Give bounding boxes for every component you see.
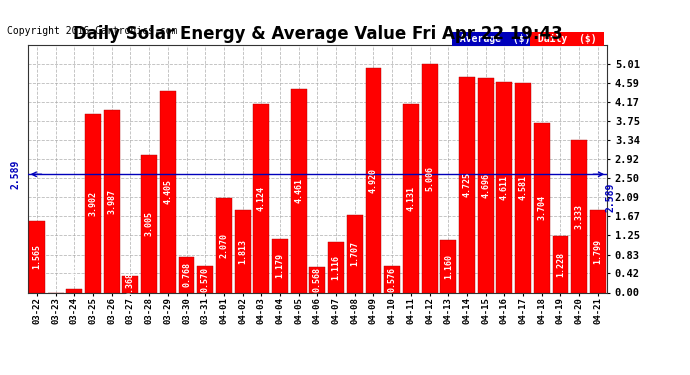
- Bar: [141, 155, 157, 292]
- Bar: [253, 104, 269, 292]
- Bar: [459, 77, 475, 292]
- Bar: [309, 267, 326, 292]
- Bar: [104, 110, 119, 292]
- Bar: [85, 114, 101, 292]
- Text: 1.813: 1.813: [238, 238, 247, 264]
- Text: 4.696: 4.696: [481, 173, 490, 198]
- Text: 2.070: 2.070: [219, 233, 228, 258]
- Text: Daily  ($): Daily ($): [532, 34, 602, 44]
- Text: 4.131: 4.131: [406, 186, 415, 211]
- Text: 4.611: 4.611: [500, 175, 509, 200]
- Bar: [29, 221, 45, 292]
- Text: 4.461: 4.461: [294, 178, 303, 203]
- Text: 1.179: 1.179: [275, 253, 284, 278]
- Text: 0.768: 0.768: [182, 262, 191, 288]
- Text: 3.333: 3.333: [575, 204, 584, 229]
- Text: 1.228: 1.228: [556, 252, 565, 277]
- Bar: [160, 92, 176, 292]
- Text: 3.005: 3.005: [145, 211, 154, 236]
- Bar: [123, 276, 139, 292]
- Text: 4.124: 4.124: [257, 186, 266, 211]
- Text: 1.565: 1.565: [32, 244, 41, 269]
- Bar: [216, 198, 232, 292]
- Bar: [197, 267, 213, 292]
- Bar: [403, 104, 419, 292]
- Text: 1.116: 1.116: [332, 255, 341, 279]
- Bar: [290, 89, 306, 292]
- Text: 0.368: 0.368: [126, 272, 135, 297]
- Text: 4.920: 4.920: [369, 168, 378, 193]
- Text: 3.704: 3.704: [538, 195, 546, 220]
- Text: 2.589: 2.589: [606, 183, 616, 212]
- Text: 4.581: 4.581: [519, 176, 528, 200]
- Text: 3.902: 3.902: [88, 191, 97, 216]
- Text: Average  ($): Average ($): [453, 34, 536, 44]
- Text: 3.987: 3.987: [107, 189, 116, 214]
- Bar: [553, 236, 569, 292]
- Bar: [179, 257, 195, 292]
- Text: 1.160: 1.160: [444, 254, 453, 279]
- Text: 4.405: 4.405: [164, 179, 172, 204]
- Bar: [496, 82, 512, 292]
- Bar: [571, 140, 587, 292]
- Text: 0.568: 0.568: [313, 267, 322, 292]
- Bar: [515, 83, 531, 292]
- Bar: [347, 214, 363, 292]
- Bar: [440, 240, 456, 292]
- Bar: [66, 289, 82, 292]
- Bar: [272, 238, 288, 292]
- Text: 4.725: 4.725: [462, 172, 471, 197]
- Text: 5.006: 5.006: [425, 166, 434, 191]
- Text: 0.073: 0.073: [70, 261, 79, 285]
- Text: 0.576: 0.576: [388, 267, 397, 292]
- Bar: [590, 210, 606, 292]
- Bar: [384, 266, 400, 292]
- Text: Copyright 2016 Cartronics.com: Copyright 2016 Cartronics.com: [7, 26, 177, 36]
- Title: Daily Solar Energy & Average Value Fri Apr 22 19:43: Daily Solar Energy & Average Value Fri A…: [72, 26, 562, 44]
- Text: 0.570: 0.570: [201, 267, 210, 292]
- Bar: [328, 242, 344, 292]
- Bar: [477, 78, 493, 292]
- Bar: [534, 123, 550, 292]
- Text: 1.799: 1.799: [593, 239, 602, 264]
- Bar: [366, 68, 382, 292]
- Bar: [422, 64, 437, 292]
- Bar: [235, 210, 250, 292]
- Text: 1.707: 1.707: [351, 241, 359, 266]
- Text: 2.589: 2.589: [10, 160, 20, 189]
